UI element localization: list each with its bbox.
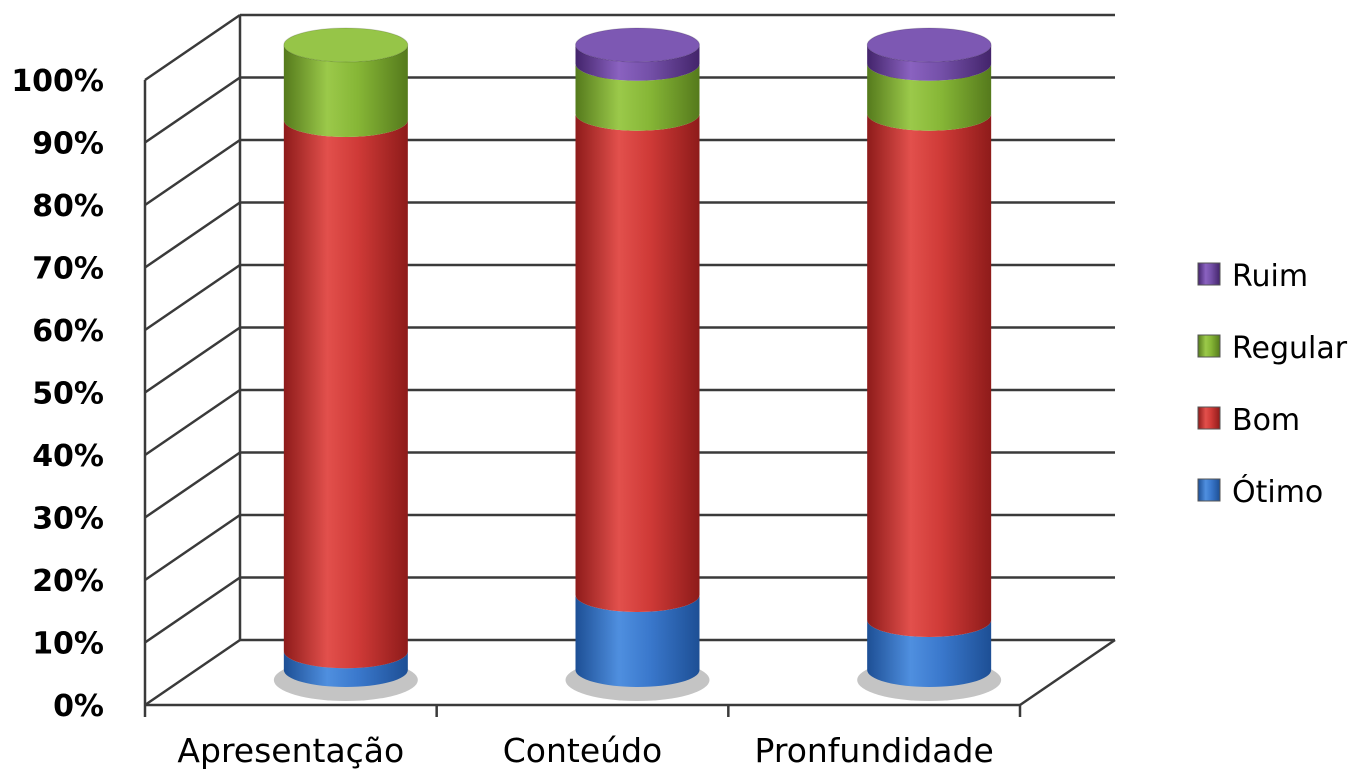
gridline-side (144, 138, 241, 207)
bar-cap (575, 27, 700, 63)
gridline-side (144, 388, 241, 457)
x-tick-label: Apresentação (177, 731, 404, 770)
legend-label: Ótimo (1232, 473, 1323, 510)
bars (273, 27, 1002, 701)
y-tick-label: 30% (32, 502, 104, 537)
y-tick-label: 50% (32, 377, 104, 412)
bar-segment-bom (575, 113, 700, 612)
legend-label: Ruim (1232, 259, 1308, 294)
bar-cap (866, 27, 992, 63)
gridline-side (144, 326, 241, 394)
y-tick-label: 40% (32, 439, 104, 474)
bar-segment-ótimo (867, 620, 992, 687)
gridline-side (144, 513, 241, 582)
gridline-side (144, 76, 241, 144)
bar-segment-ótimo (283, 651, 408, 687)
bar-segment-regular (867, 63, 992, 131)
legend-swatch-ótimo (1197, 478, 1221, 502)
bar-segment-regular (575, 63, 700, 131)
y-tick-label: 100% (11, 64, 104, 99)
y-tick-label: 70% (32, 252, 104, 287)
gridline-side (144, 638, 241, 707)
bar-segment-ruim (575, 45, 700, 81)
legend-label: Regular (1232, 331, 1348, 366)
bar-segment-ruim (867, 45, 992, 81)
legend-label: Bom (1232, 403, 1300, 438)
y-tick-label: 80% (32, 189, 104, 224)
legend: Ruim Regular Bom Ótimo (1197, 259, 1348, 510)
bar-segment-bom (867, 113, 992, 637)
bar-cap (283, 27, 409, 63)
bar-segment-regular (283, 45, 408, 137)
gridline-side (144, 13, 241, 82)
gridline-side (144, 263, 241, 332)
y-tick-label: 60% (32, 314, 104, 349)
legend-swatch-ruim (1197, 262, 1221, 286)
bar-segment-bom (283, 120, 408, 669)
legend-swatch-bom (1197, 406, 1221, 430)
bar-segment-ótimo (575, 595, 700, 687)
gridline-side (144, 201, 241, 269)
y-tick-label: 90% (32, 127, 104, 162)
y-axis-ticks: 0% 10% 20% 30% 40% 50% 60% 70% 80% 90% 100% (11, 64, 104, 724)
floor-edge (1019, 638, 1116, 707)
y-tick-label: 20% (32, 564, 104, 599)
x-tick-label: Pronfundidade (755, 731, 994, 770)
x-tick-label: Conteúdo (503, 731, 662, 770)
y-tick-label: 0% (53, 689, 104, 724)
y-tick-label: 10% (32, 627, 104, 662)
gridline-side (144, 451, 241, 519)
legend-swatch-regular (1197, 334, 1221, 358)
gridline-side (144, 576, 241, 644)
x-axis-ticks: Apresentação Conteúdo Pronfundidade (177, 731, 993, 770)
